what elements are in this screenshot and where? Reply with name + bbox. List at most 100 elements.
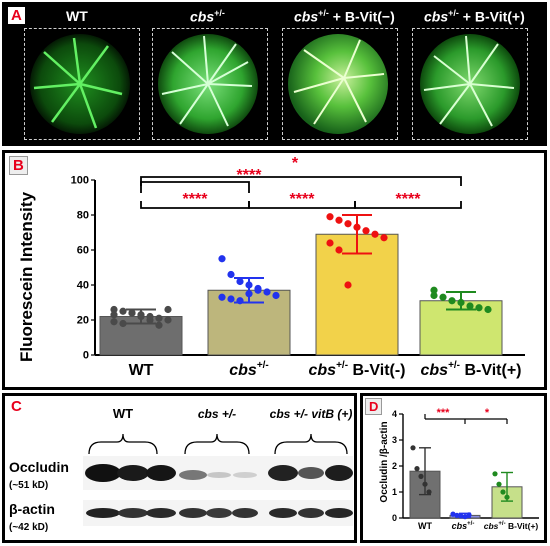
sig-cbs-vs-bvit-minus: **** [290, 191, 316, 208]
panel-c-label: C [11, 398, 22, 415]
b-point-0 [110, 305, 118, 314]
x-label-cbs-bvit-plus: cbs+/- B-Vit(+) [420, 360, 521, 379]
b-point-3 [475, 304, 483, 312]
fundus-frame-cbs-bvit-plus [412, 28, 528, 140]
occludin-label: Occludin [9, 459, 69, 475]
b-point-0 [128, 309, 136, 317]
d-point-1 [454, 512, 460, 518]
panel-b-chart: B Fluorescein Intensity 0 20 40 60 80 100 ***… [2, 150, 547, 390]
b-point-3 [439, 293, 447, 301]
d-sig-wt-vs-cbs: *** [437, 407, 451, 419]
b-y-tick-label: 100 [71, 175, 89, 187]
fundus-frame-wt [24, 28, 140, 140]
western-blot: WT cbs +/- cbs +/- vitB (+) Occludin (~5… [9, 406, 353, 533]
beta-actin-size: (~42 kD) [9, 522, 48, 533]
b-point-2 [371, 230, 379, 238]
fundus-cbs-bvit-minus [288, 34, 388, 134]
d-point-2 [504, 494, 510, 500]
blot-group-cbs: cbs +/- [198, 407, 236, 421]
d-point-1 [466, 512, 472, 518]
fundus-cbs [158, 34, 258, 134]
d-y-tick-label: 0 [392, 513, 397, 523]
d-point-1 [462, 514, 468, 520]
significance-brackets [140, 176, 462, 209]
b-y-tick-label: 60 [77, 245, 89, 257]
d-point-1 [450, 511, 456, 517]
fundus-wt [30, 34, 130, 134]
d-y-tick-label: 3 [392, 435, 397, 445]
b-point-1 [236, 277, 244, 286]
b-point-3 [457, 298, 465, 307]
fundus-frame-cbs [152, 28, 268, 140]
d-point-0 [414, 466, 420, 472]
d-point-2 [496, 481, 502, 487]
b-point-2 [335, 246, 343, 254]
panel-d-label: D [365, 398, 383, 415]
x-label-cbs-bvit-minus: cbs+/- B-Vit(-) [309, 360, 406, 379]
panel-a-label: A [8, 7, 25, 24]
fundus-images [30, 34, 520, 134]
b-point-2 [335, 216, 343, 224]
b-point-1 [218, 255, 226, 263]
d-y-tick-label: 4 [392, 409, 397, 419]
fundus-title-wt: WT [66, 8, 88, 24]
b-point-0 [164, 305, 172, 314]
b-point-3 [448, 297, 456, 305]
b-point-1 [245, 281, 253, 289]
d-y-tick-label: 1 [392, 487, 397, 497]
b-point-1 [272, 291, 280, 300]
occludin-size: (~51 kD) [9, 480, 48, 491]
d-x-label-cbs-bvit: cbs+/- B-Vit(+) [484, 521, 539, 531]
occludin-ratio-chart: Occludin /β-actin 0 1 2 3 4 *** * WT cbs+/- … [379, 407, 539, 531]
b-point-0 [164, 316, 172, 324]
sig-wt-vs-bvit-plus: * [292, 155, 299, 172]
d-point-0 [422, 481, 428, 487]
d-y-tick-label: 2 [392, 461, 397, 471]
b-point-1 [245, 290, 253, 298]
b-point-2 [344, 220, 352, 228]
fundus-title-cbs-bvit-minus: cbs+/- + B-Vit(−) [294, 8, 395, 25]
b-point-0 [110, 318, 118, 326]
beta-actin-bands [86, 508, 353, 518]
d-x-label-wt: WT [418, 521, 432, 531]
b-y-tick-label: 40 [77, 280, 89, 292]
chart-d-plot: 0 1 2 3 4 [392, 409, 539, 523]
d-point-1 [458, 513, 464, 519]
b-point-0 [119, 307, 127, 315]
b-point-2 [380, 234, 388, 242]
sig-bvit-minus-vs-plus: **** [396, 191, 422, 208]
blot-group-cbs-vitb: cbs +/- vitB (+) [270, 407, 353, 421]
b-point-0 [155, 314, 163, 322]
d-y-axis-label: Occludin /β-actin [379, 421, 390, 502]
panel-c-western-blot: C WT cbs +/- cbs +/- vitB (+) Occludin (… [2, 393, 357, 543]
d-point-2 [500, 489, 506, 495]
b-point-1 [227, 295, 235, 303]
b-point-1 [227, 270, 235, 279]
b-point-0 [155, 321, 163, 329]
panel-a-fundus-images: A WT cbs+/- cbs+/- + B-Vit(−) cbs+/- + B… [2, 2, 547, 146]
panel-b-label: B [9, 156, 28, 175]
b-y-tick-label: 0 [83, 350, 89, 362]
b-point-3 [430, 291, 438, 300]
b-point-1 [218, 293, 226, 301]
group-braces [88, 433, 348, 455]
b-point-1 [236, 297, 244, 305]
b-point-2 [362, 227, 370, 235]
sig-wt-vs-cbs: **** [183, 191, 209, 208]
d-point-2 [492, 471, 498, 477]
chart-b-plot: 0 20 40 60 80 100 [71, 175, 525, 362]
b-point-3 [484, 305, 492, 314]
b-point-2 [326, 213, 334, 221]
b-y-tick-label: 20 [77, 315, 89, 327]
d-significance-brackets [424, 414, 508, 424]
b-point-0 [137, 312, 145, 321]
d-x-label-cbs: cbs+/- [452, 521, 475, 531]
b-y-tick-label: 80 [77, 210, 89, 222]
occludin-bands [85, 464, 353, 482]
b-point-2 [326, 239, 334, 247]
fundus-frame-cbs-bvit-minus [282, 28, 398, 140]
blot-group-wt: WT [113, 406, 133, 421]
d-point-0 [410, 445, 416, 451]
b-point-0 [110, 311, 118, 319]
